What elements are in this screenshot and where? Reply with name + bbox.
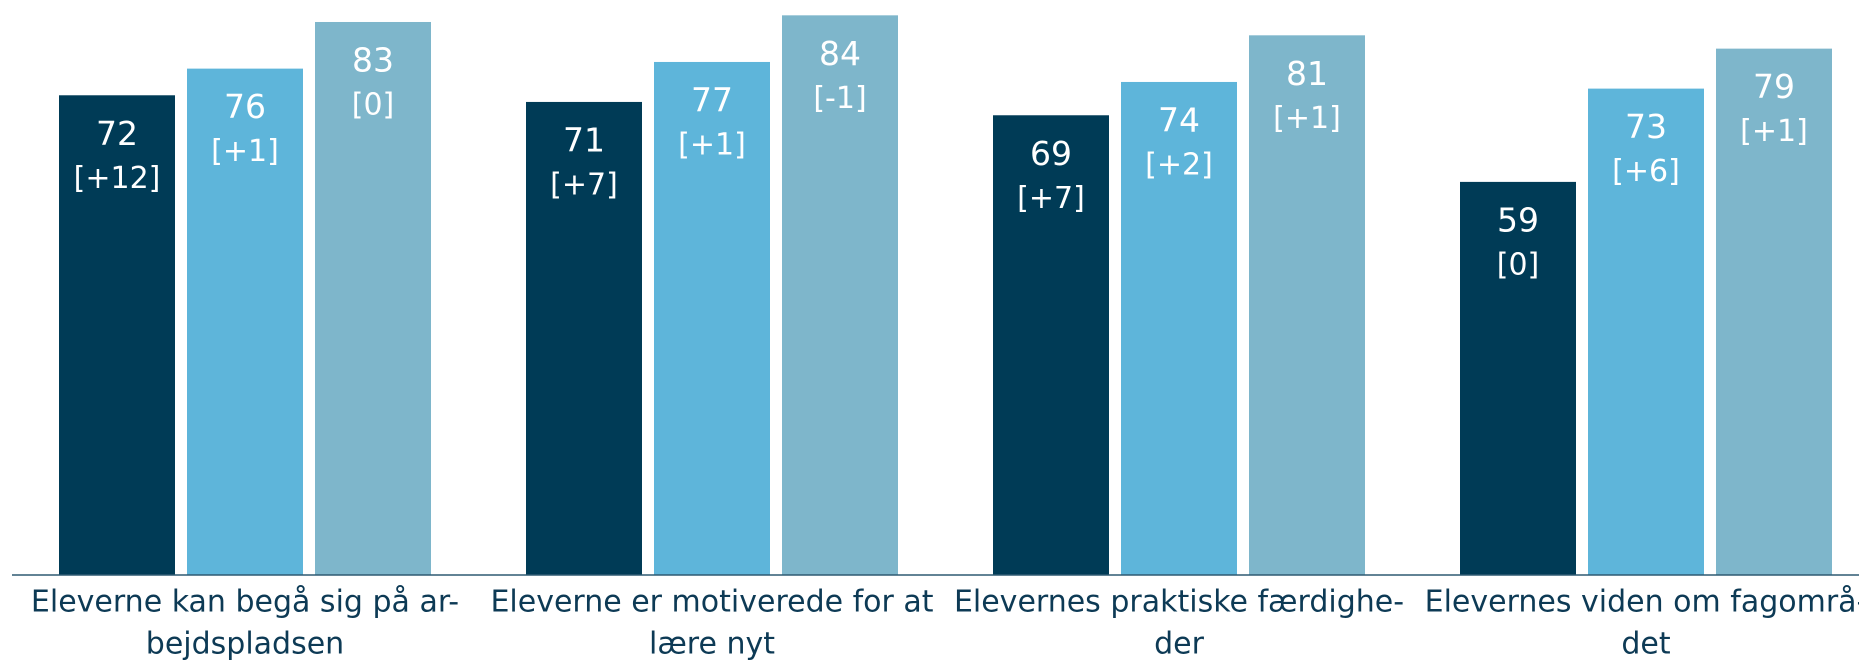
bar	[1588, 88, 1704, 576]
value-label: 83	[352, 40, 394, 79]
value-label: 73	[1625, 107, 1667, 146]
bar	[782, 15, 898, 576]
bar	[1249, 35, 1365, 575]
change-label: [+7]	[550, 167, 618, 202]
x-tick-label: lære nyt	[649, 627, 775, 661]
change-label: [+1]	[1273, 101, 1341, 136]
value-label: 59	[1497, 200, 1539, 239]
value-label: 77	[691, 80, 733, 119]
bar	[315, 21, 431, 575]
value-label: 84	[819, 34, 861, 73]
bar	[1121, 81, 1237, 575]
change-label: [+1]	[678, 127, 746, 162]
bar	[654, 61, 770, 576]
value-label: 69	[1030, 134, 1072, 173]
change-label: [+1]	[211, 134, 279, 169]
bar	[59, 95, 175, 576]
bar	[993, 115, 1109, 575]
value-label: 76	[224, 87, 266, 126]
x-tick-label: Elevernes praktiske færdighe-	[954, 585, 1404, 620]
x-tick-label: der	[1154, 627, 1205, 661]
x-tick-label: Eleverne kan begå sig på ar-	[31, 585, 459, 620]
bar	[1460, 181, 1576, 575]
change-label: [0]	[352, 87, 395, 122]
change-label: [+2]	[1145, 147, 1213, 182]
change-label: [0]	[1497, 247, 1540, 282]
bar	[187, 68, 303, 576]
change-label: [+1]	[1740, 114, 1808, 149]
bar	[526, 101, 642, 575]
value-label: 74	[1158, 100, 1200, 139]
value-label: 71	[563, 120, 605, 159]
x-tick-label: Eleverne er motiverede for at	[490, 585, 933, 620]
value-label: 81	[1286, 54, 1328, 93]
change-label: [+6]	[1612, 154, 1680, 189]
change-label: [+12]	[74, 161, 161, 196]
value-label: 79	[1753, 67, 1795, 106]
value-label: 72	[96, 114, 138, 153]
change-label: [+7]	[1017, 181, 1085, 216]
bar	[1716, 48, 1832, 576]
x-tick-label: Elevernes viden om fagområ-	[1425, 585, 1859, 620]
change-label: [-1]	[813, 81, 866, 116]
x-tick-label: bejdspladsen	[146, 627, 344, 661]
x-tick-label: det	[1621, 627, 1671, 661]
